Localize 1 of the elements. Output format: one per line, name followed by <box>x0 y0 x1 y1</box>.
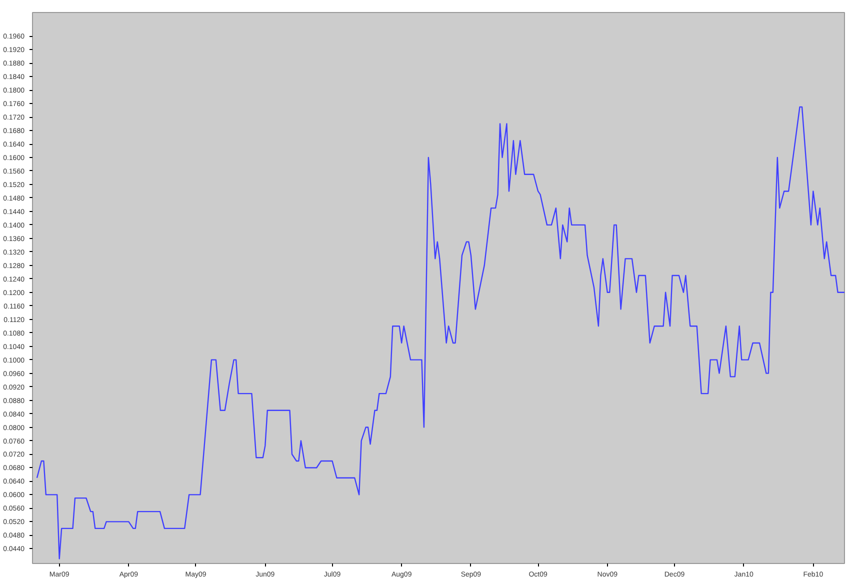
line-series <box>36 106 844 560</box>
